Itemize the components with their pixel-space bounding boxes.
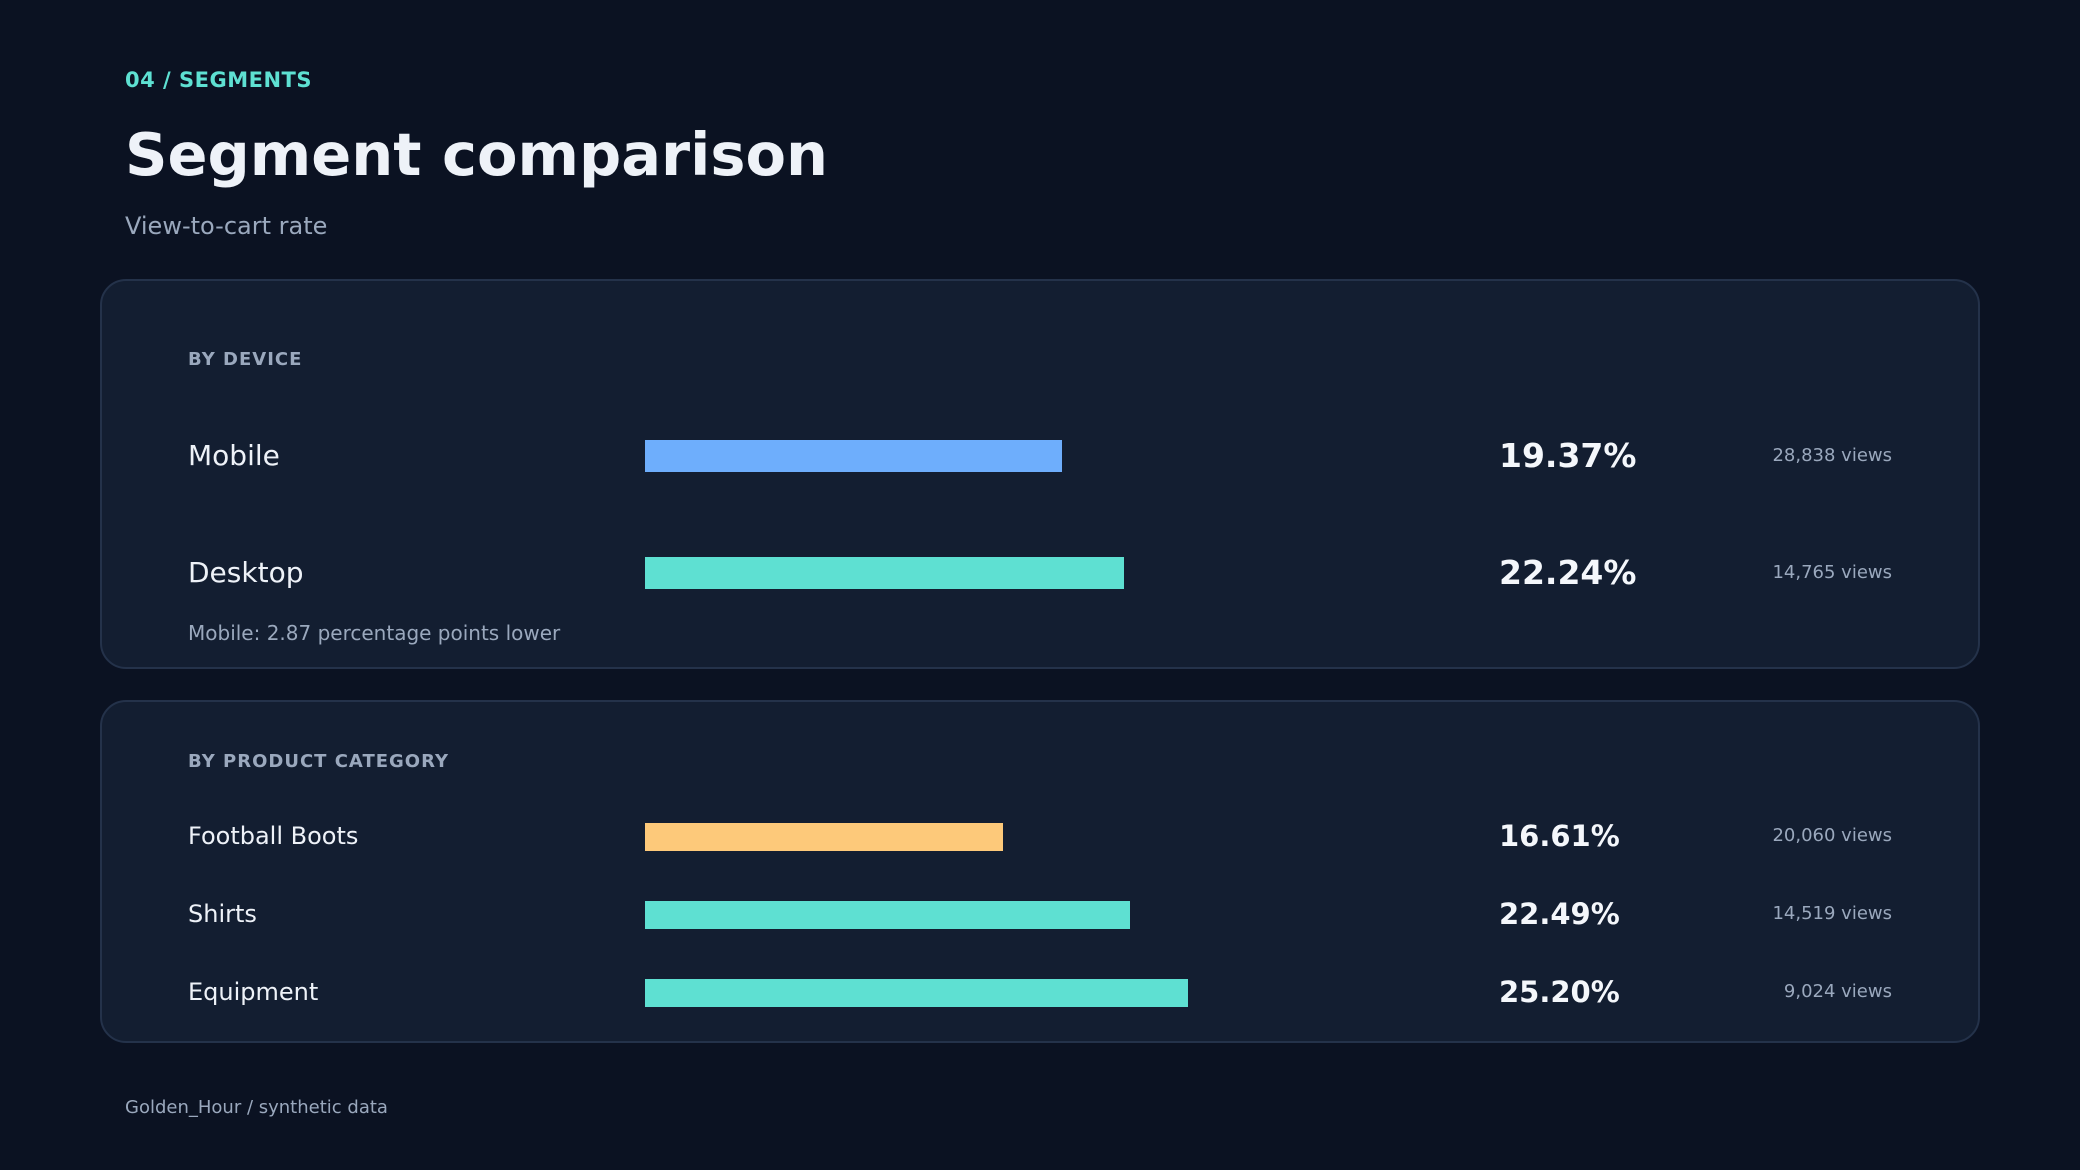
bar-track — [645, 823, 1425, 851]
section-eyebrow: 04 / SEGMENTS — [125, 68, 312, 92]
bar-category-label: Desktop — [188, 556, 304, 589]
bar-value-label: 16.61% — [1499, 819, 1620, 853]
category-row-equipment: Equipment 25.20% 9,024 views — [102, 974, 1978, 1010]
device-row-desktop: Desktop 22.24% 14,765 views — [102, 553, 1978, 593]
bar-desktop — [645, 557, 1125, 589]
bar-category-label: Mobile — [188, 439, 280, 472]
bar-equipment — [645, 979, 1188, 1007]
bar-value-label: 19.37% — [1499, 436, 1637, 475]
category-row-shirts: Shirts 22.49% 14,519 views — [102, 896, 1978, 932]
bar-mobile — [645, 440, 1063, 472]
bar-views-label: 14,519 views — [1772, 903, 1892, 924]
bar-value-label: 25.20% — [1499, 975, 1620, 1009]
bar-views-label: 28,838 views — [1772, 445, 1892, 466]
bar-category-label: Equipment — [188, 978, 319, 1006]
bar-views-label: 9,024 views — [1783, 981, 1892, 1002]
category-row-football-boots: Football Boots 16.61% 20,060 views — [102, 818, 1978, 854]
bar-value-label: 22.49% — [1499, 897, 1620, 931]
bar-track — [645, 979, 1425, 1007]
bar-shirts — [645, 901, 1130, 929]
bar-track — [645, 557, 1425, 589]
bar-track — [645, 901, 1425, 929]
bar-category-label: Football Boots — [188, 822, 359, 850]
bar-football-boots — [645, 823, 1003, 851]
device-panel-heading: BY DEVICE — [188, 349, 303, 370]
category-panel-heading: BY PRODUCT CATEGORY — [188, 751, 450, 772]
device-panel: BY DEVICE Mobile 19.37% 28,838 views Des… — [100, 279, 1980, 669]
footer-credit: Golden_Hour / synthetic data — [125, 1097, 388, 1118]
page-subtitle: View-to-cart rate — [125, 212, 328, 240]
bar-category-label: Shirts — [188, 900, 257, 928]
bar-value-label: 22.24% — [1499, 553, 1637, 592]
page-title: Segment comparison — [125, 120, 828, 189]
comparison-note: Mobile: 2.87 percentage points lower — [188, 621, 561, 645]
bar-views-label: 14,765 views — [1772, 562, 1892, 583]
category-panel: BY PRODUCT CATEGORY Football Boots 16.61… — [100, 700, 1980, 1043]
device-row-mobile: Mobile 19.37% 28,838 views — [102, 436, 1978, 476]
bar-views-label: 20,060 views — [1772, 825, 1892, 846]
bar-track — [645, 440, 1425, 472]
